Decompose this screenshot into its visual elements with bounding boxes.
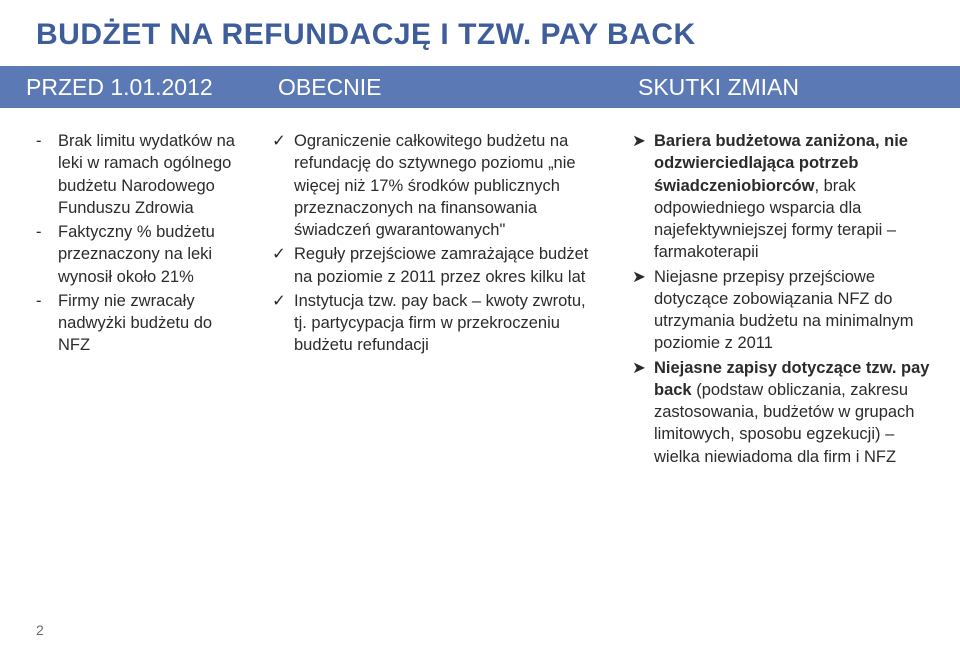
bullet-marker: ✓ bbox=[272, 290, 294, 357]
list-item-text: Firmy nie zwracały nadwyżki budżetu do N… bbox=[58, 290, 242, 357]
header-col-2: OBECNIE bbox=[252, 66, 612, 108]
list-item: -Brak limitu wydatków na leki w ramach o… bbox=[36, 130, 242, 219]
list-item: ✓Reguły przejściowe zamrażające budżet n… bbox=[272, 243, 598, 288]
bullet-marker: ➤ bbox=[632, 130, 654, 264]
header-col-3: SKUTKI ZMIAN bbox=[612, 66, 960, 108]
bullet-marker: - bbox=[36, 221, 58, 288]
page-number: 2 bbox=[36, 622, 44, 638]
bullet-marker: ✓ bbox=[272, 243, 294, 288]
list-item: ➤Niejasne przepisy przejściowe dotyczące… bbox=[632, 266, 930, 355]
content-table: -Brak limitu wydatków na leki w ramach o… bbox=[0, 108, 960, 470]
list-item: -Faktyczny % budżetu przeznaczony na lek… bbox=[36, 221, 242, 288]
list-item: ➤Bariera budżetowa zaniżona, nie odzwier… bbox=[632, 130, 930, 264]
list-item-text: Faktyczny % budżetu przeznaczony na leki… bbox=[58, 221, 242, 288]
bullet-marker: ✓ bbox=[272, 130, 294, 241]
list-item: ✓Ograniczenie całkowitego budżetu na ref… bbox=[272, 130, 598, 241]
header-bar: PRZED 1.01.2012 OBECNIE SKUTKI ZMIAN bbox=[0, 66, 960, 108]
list-item: ✓Instytucja tzw. pay back – kwoty zwrotu… bbox=[272, 290, 598, 357]
list-item-text: Instytucja tzw. pay back – kwoty zwrotu,… bbox=[294, 290, 598, 357]
column-3: ➤Bariera budżetowa zaniżona, nie odzwier… bbox=[612, 108, 960, 470]
list-item-text: Niejasne zapisy dotyczące tzw. pay back … bbox=[654, 357, 930, 468]
list-item: -Firmy nie zwracały nadwyżki budżetu do … bbox=[36, 290, 242, 357]
header-col-1: PRZED 1.01.2012 bbox=[0, 66, 252, 108]
column-2: ✓Ograniczenie całkowitego budżetu na ref… bbox=[252, 108, 612, 470]
slide-title: BUDŻET NA REFUNDACJĘ I TZW. PAY BACK bbox=[0, 0, 960, 66]
list-item: ➤Niejasne zapisy dotyczące tzw. pay back… bbox=[632, 357, 930, 468]
column-1: -Brak limitu wydatków na leki w ramach o… bbox=[0, 108, 252, 470]
bullet-marker: ➤ bbox=[632, 357, 654, 468]
list-item-text: Niejasne przepisy przejściowe dotyczące … bbox=[654, 266, 930, 355]
list-item-text: Ograniczenie całkowitego budżetu na refu… bbox=[294, 130, 598, 241]
list-item-text: Brak limitu wydatków na leki w ramach og… bbox=[58, 130, 242, 219]
list-item-text: Reguły przejściowe zamrażające budżet na… bbox=[294, 243, 598, 288]
list-item-text: Bariera budżetowa zaniżona, nie odzwierc… bbox=[654, 130, 930, 264]
bullet-marker: ➤ bbox=[632, 266, 654, 355]
bullet-marker: - bbox=[36, 290, 58, 357]
bullet-marker: - bbox=[36, 130, 58, 219]
